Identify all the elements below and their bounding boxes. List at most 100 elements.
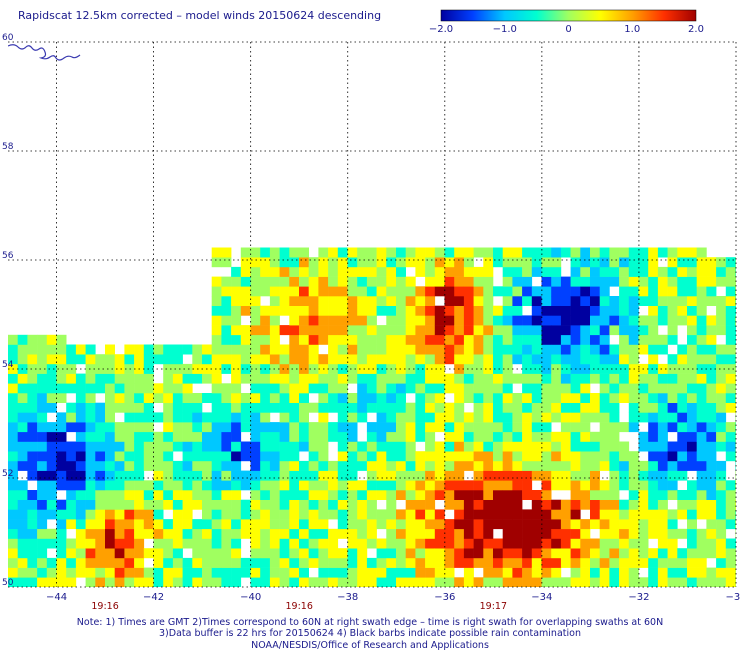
wind-cell [357, 325, 367, 335]
wind-cell [95, 354, 105, 364]
wind-cell [251, 509, 261, 519]
wind-cell [600, 500, 610, 510]
wind-cell [668, 529, 678, 539]
wind-cell [474, 335, 484, 345]
wind-cell [212, 509, 222, 519]
wind-cell [309, 442, 319, 452]
wind-cell [95, 451, 105, 461]
wind-cell [47, 422, 57, 432]
wind-cell [435, 412, 445, 422]
wind-cell [192, 354, 202, 364]
wind-cell [512, 257, 522, 267]
wind-cell [716, 500, 726, 510]
wind-cell [474, 248, 484, 258]
wind-cell [154, 529, 164, 539]
wind-cell [37, 558, 47, 568]
wind-cell [66, 403, 76, 413]
wind-cell [318, 490, 328, 500]
wind-cell [260, 519, 270, 529]
wind-cell [648, 451, 658, 461]
wind-cell [474, 412, 484, 422]
wind-cell [47, 335, 57, 345]
wind-cell [86, 558, 96, 568]
wind-cell [590, 451, 600, 461]
wind-cell [561, 500, 571, 510]
wind-cell [202, 509, 212, 519]
wind-cell [163, 480, 173, 490]
wind-cell [134, 422, 144, 432]
wind-cell [348, 345, 358, 355]
wind-cell [590, 442, 600, 452]
wind-cell [474, 393, 484, 403]
wind-cell [415, 393, 425, 403]
wind-cell [590, 345, 600, 355]
colorbar-tick-label: 1.0 [624, 24, 640, 35]
wind-cell [716, 548, 726, 558]
wind-cell [377, 412, 387, 422]
wind-cell [367, 529, 377, 539]
wind-cell [522, 277, 532, 287]
wind-cell [163, 461, 173, 471]
wind-cell [95, 490, 105, 500]
wind-cell [270, 286, 280, 296]
wind-cell [115, 403, 125, 413]
wind-cell [590, 519, 600, 529]
wind-cell [512, 345, 522, 355]
wind-cell [396, 286, 406, 296]
wind-cell [163, 383, 173, 393]
wind-cell [318, 383, 328, 393]
wind-cell [86, 539, 96, 549]
wind-cell [551, 257, 561, 267]
wind-cell [600, 296, 610, 306]
wind-cell [677, 529, 687, 539]
wind-cell [260, 461, 270, 471]
wind-cell [658, 286, 668, 296]
wind-cell [76, 548, 86, 558]
wind-cell [251, 383, 261, 393]
wind-cell [425, 412, 435, 422]
wind-cell [590, 335, 600, 345]
wind-cell [600, 480, 610, 490]
wind-cell [386, 490, 396, 500]
wind-cell [677, 490, 687, 500]
wind-cell [503, 345, 513, 355]
wind-cell [522, 548, 532, 558]
wind-cell [192, 558, 202, 568]
wind-cell [348, 306, 358, 316]
wind-cell [551, 432, 561, 442]
wind-cell [134, 480, 144, 490]
wind-cell [706, 296, 716, 306]
wind-cell [66, 461, 76, 471]
wind-cell [357, 451, 367, 461]
wind-cell [231, 335, 241, 345]
wind-cell [251, 345, 261, 355]
wind-cell [318, 451, 328, 461]
wind-cell [571, 461, 581, 471]
wind-cell [677, 442, 687, 452]
wind-cell [144, 529, 154, 539]
wind-cell [280, 558, 290, 568]
wind-cell [299, 471, 309, 481]
wind-cell [396, 296, 406, 306]
wind-cell [338, 383, 348, 393]
wind-cell [231, 451, 241, 461]
wind-cell [415, 335, 425, 345]
wind-cell [289, 568, 299, 578]
wind-cell [338, 577, 348, 587]
wind-cell [27, 432, 37, 442]
wind-cell [270, 277, 280, 287]
wind-cell [600, 432, 610, 442]
wind-cell [338, 335, 348, 345]
wind-cell [522, 383, 532, 393]
wind-cell [435, 335, 445, 345]
wind-cell [503, 335, 513, 345]
wind-cell [551, 345, 561, 355]
wind-cell [192, 461, 202, 471]
wind-cell [328, 509, 338, 519]
wind-cell [677, 267, 687, 277]
wind-cell [590, 403, 600, 413]
wind-cell [658, 267, 668, 277]
wind-cell [580, 325, 590, 335]
wind-cell [18, 403, 28, 413]
wind-cell [328, 480, 338, 490]
